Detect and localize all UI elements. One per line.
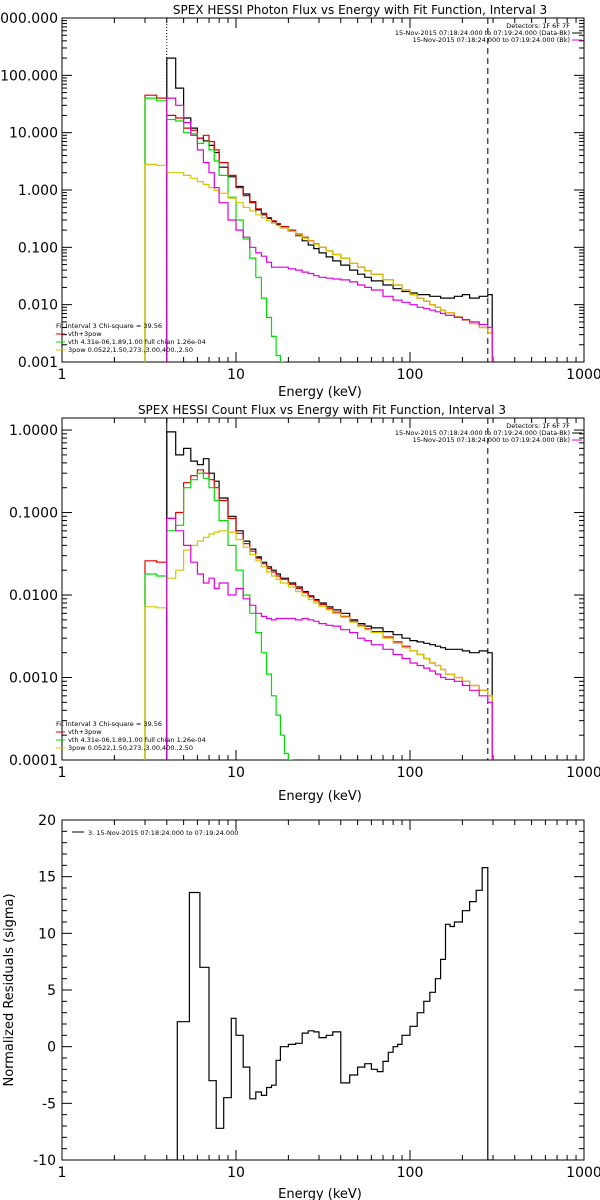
plot-frame — [61, 17, 585, 363]
series-line — [166, 517, 493, 760]
x-tick-label: 10 — [227, 367, 245, 383]
y-tick-label: 0.010 — [18, 298, 58, 314]
y-tick-label: 0.0010 — [9, 671, 58, 687]
x-axis-label: Energy (keV) — [278, 385, 362, 400]
x-tick-label: 10 — [227, 765, 245, 781]
x-tick-label: 1000 — [566, 367, 600, 383]
y-tick-label: 15 — [38, 870, 56, 886]
x-tick-label: 100 — [397, 1165, 424, 1181]
x-tick-label: 1000 — [566, 1165, 600, 1181]
y-tick-label: 0.100 — [18, 240, 58, 256]
header-annotation: Detectors: 1F 6F 7F — [506, 22, 570, 30]
residuals-panel: Energy (keV) Normalized Residuals (sigma… — [2, 813, 600, 1200]
y-tick-label: 1.000 — [18, 183, 58, 199]
x-tick-label: 1 — [58, 367, 67, 383]
fit-annotation: Fit Interval 3 Chi-square = 39.56 — [56, 322, 162, 330]
y-tick-label: 1.0000 — [9, 423, 58, 439]
fit-annotation: 3pow 0.0522,1.50,273.,3.00,400.,2.50 — [68, 346, 193, 354]
y-tick-label: 1000.000 — [0, 11, 58, 27]
plot-frame — [61, 819, 585, 1161]
y-tick-label: -5 — [42, 1096, 56, 1112]
series-line — [144, 530, 493, 760]
y-tick-label: 10 — [38, 926, 56, 942]
fit-annotation: vth 4.31e-06,1.89,1.00 full chian 1.26e-… — [68, 736, 206, 744]
y-tick-label: 0 — [47, 1040, 56, 1056]
x-tick-label: 10 — [227, 1165, 245, 1181]
series-line — [144, 472, 293, 760]
series-line — [144, 163, 493, 362]
header-annotation: 15-Nov-2015 07:18:24.000 to 07:19:24.000… — [413, 36, 570, 44]
chart-title: SPEX HESSI Photon Flux vs Energy with Fi… — [173, 3, 547, 17]
fit-annotation: vth+3pow — [68, 728, 102, 736]
fit-annotation: 3pow 0.0522,1.50,273.,3.00,400.,2.50 — [68, 744, 193, 752]
y-tick-label: 0.001 — [18, 355, 58, 371]
x-tick-label: 100 — [397, 765, 424, 781]
header-annotation: 15-Nov-2015 07:18:24.000 to 07:19:24.000… — [413, 436, 570, 444]
x-tick-label: 1 — [58, 765, 67, 781]
chart-title: SPEX HESSI Count Flux vs Energy with Fit… — [138, 403, 506, 417]
y-tick-label: 0.0100 — [9, 588, 58, 604]
series-line — [144, 469, 493, 760]
y-tick-label: 5 — [47, 983, 56, 999]
header-annotation: Detectors: 1F 6F 7F — [506, 422, 570, 430]
series-line — [144, 97, 285, 362]
photon-flux-panel: SPEX HESSI Photon Flux vs Energy with Fi… — [0, 3, 600, 400]
y-tick-label: 10.000 — [9, 126, 58, 142]
y-tick-label: 20 — [38, 813, 56, 829]
fit-annotation: vth 4.31e-06,1.89,1.00 full chian 1.26e-… — [68, 338, 206, 346]
y-axis-label: Normalized Residuals (sigma) — [2, 893, 17, 1086]
y-tick-label: -10 — [33, 1153, 56, 1169]
series-line — [166, 57, 493, 362]
series-line — [166, 431, 493, 760]
plot-frame — [61, 417, 585, 761]
header-annotation: 15-Nov-2015 07:18:24.000 to 07:19:24.000… — [395, 429, 570, 437]
fit-annotation: vth+3pow — [68, 330, 102, 338]
count-flux-panel: SPEX HESSI Count Flux vs Energy with Fit… — [9, 403, 600, 804]
series-line — [166, 97, 493, 362]
series-line — [166, 867, 493, 1160]
x-tick-label: 1 — [58, 1165, 67, 1181]
y-tick-label: 0.0001 — [9, 753, 58, 769]
fit-annotation: Fit Interval 3 Chi-square = 39.56 — [56, 720, 162, 728]
x-axis-label: Energy (keV) — [278, 789, 362, 804]
header-annotation: 15-Nov-2015 07:18:24.000 to 07:19:24.000… — [395, 29, 570, 37]
legend-label: 3. 15-Nov-2015 07:18:24.000 to 07:19:24.… — [88, 829, 238, 837]
x-tick-label: 1000 — [566, 765, 600, 781]
y-tick-label: 0.1000 — [9, 506, 58, 522]
y-tick-label: 100.000 — [0, 68, 58, 84]
x-tick-label: 100 — [397, 367, 424, 383]
x-axis-label: Energy (keV) — [278, 1187, 362, 1200]
